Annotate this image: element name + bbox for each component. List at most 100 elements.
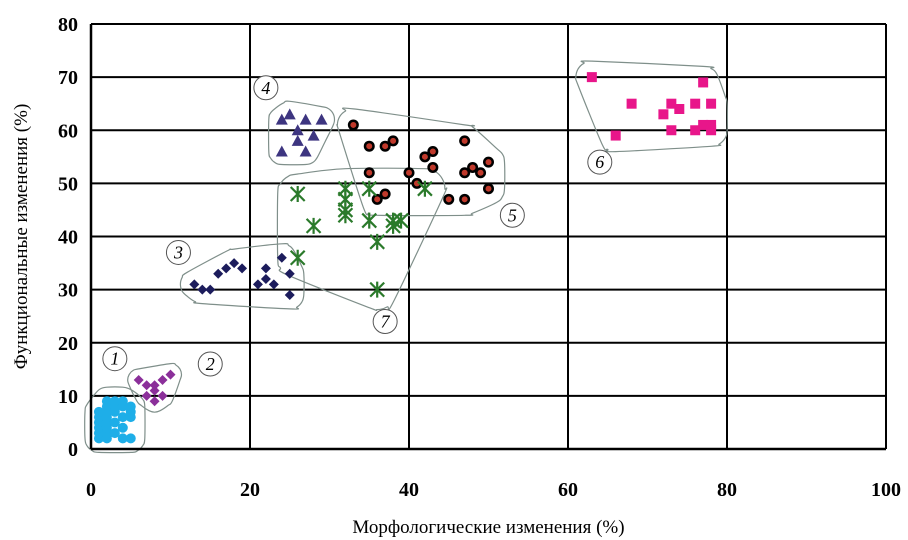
cluster-label-4: 4 xyxy=(253,75,279,101)
point-cluster-5-center xyxy=(366,143,373,150)
point-cluster-7 xyxy=(369,233,385,250)
point-cluster-6 xyxy=(674,104,685,114)
point-cluster-3 xyxy=(189,279,200,290)
cluster-label-circle xyxy=(372,309,398,334)
cluster-outline-2 xyxy=(127,362,183,413)
point-cluster-5-center xyxy=(421,153,428,160)
cluster-label-circle xyxy=(499,202,525,228)
point-cluster-5-center xyxy=(485,159,492,166)
x-tick-label: 40 xyxy=(399,479,419,501)
cluster-label-text: 3 xyxy=(173,242,183,262)
cluster-outline-4 xyxy=(267,100,336,166)
point-cluster-7 xyxy=(361,212,378,229)
point-cluster-3 xyxy=(252,279,263,290)
point-cluster-5-center xyxy=(382,191,389,197)
point-cluster-6 xyxy=(586,72,597,83)
point-cluster-3 xyxy=(268,279,279,290)
point-cluster-6 xyxy=(626,98,637,109)
cluster-label-text: 1 xyxy=(110,349,119,369)
point-cluster-7 xyxy=(393,212,409,229)
point-cluster-3 xyxy=(284,289,295,300)
point-cluster-7 xyxy=(289,249,306,266)
point-cluster-1 xyxy=(117,396,128,407)
point-cluster-3 xyxy=(229,258,240,269)
point-cluster-6 xyxy=(706,98,717,109)
y-tick-label: 10 xyxy=(58,386,78,408)
cluster-label-text: 7 xyxy=(381,312,391,332)
point-cluster-5-center xyxy=(366,169,373,176)
cluster-label-circle xyxy=(253,75,279,101)
point-cluster-6 xyxy=(658,109,669,120)
point-cluster-6 xyxy=(666,98,677,109)
series-cluster-5 xyxy=(347,119,494,205)
point-cluster-5-center xyxy=(469,164,476,171)
point-cluster-5-center xyxy=(477,169,484,176)
x-tick-label: 20 xyxy=(240,479,260,501)
point-cluster-4 xyxy=(299,113,312,125)
y-tick-label: 50 xyxy=(58,173,78,195)
y-tick-label: 70 xyxy=(58,67,78,89)
point-cluster-1 xyxy=(125,401,136,412)
y-tick-label: 0 xyxy=(68,439,78,461)
point-cluster-5-center xyxy=(461,196,468,203)
point-cluster-4 xyxy=(299,145,312,157)
cluster-label-2: 2 xyxy=(197,351,223,377)
point-cluster-3 xyxy=(260,263,271,274)
point-cluster-6 xyxy=(610,130,621,141)
x-tick-label: 0 xyxy=(86,479,96,501)
cluster-label-3: 3 xyxy=(165,239,191,265)
x-tick-label: 80 xyxy=(717,479,737,501)
point-cluster-5-center xyxy=(374,196,381,203)
cluster-label-text: 5 xyxy=(508,205,517,225)
point-cluster-2 xyxy=(165,369,176,380)
point-cluster-3 xyxy=(237,263,248,274)
point-cluster-7 xyxy=(385,217,401,234)
y-tick-label: 20 xyxy=(58,333,78,355)
point-cluster-1 xyxy=(117,412,128,423)
point-cluster-7 xyxy=(417,180,433,197)
series-cluster-3 xyxy=(189,252,295,300)
point-cluster-3 xyxy=(284,268,295,279)
point-cluster-5-center xyxy=(461,169,468,176)
y-axis-title: Функциональные изменения (%) xyxy=(11,104,32,370)
point-cluster-4 xyxy=(283,108,296,120)
series-cluster-4 xyxy=(275,108,328,157)
point-cluster-1 xyxy=(93,406,104,417)
point-cluster-1 xyxy=(117,422,128,433)
x-tick-label: 60 xyxy=(558,479,578,501)
point-cluster-2 xyxy=(157,390,168,401)
point-cluster-4 xyxy=(315,113,328,125)
y-tick-label: 60 xyxy=(58,120,78,142)
point-cluster-2 xyxy=(157,374,168,385)
point-cluster-5-center xyxy=(461,137,468,144)
point-cluster-1 xyxy=(101,396,112,407)
point-cluster-6 xyxy=(698,77,709,88)
point-cluster-5-center xyxy=(406,169,412,176)
point-cluster-3 xyxy=(213,268,224,279)
y-axis-ticks: 0 10 20 30 40 50 60 70 80 xyxy=(58,14,78,461)
cluster-label-5: 5 xyxy=(499,202,525,228)
grid-lines xyxy=(91,23,887,449)
point-cluster-6 xyxy=(698,119,709,130)
point-cluster-2 xyxy=(141,390,152,401)
series-cluster-6 xyxy=(586,72,717,141)
cluster-label-text: 6 xyxy=(595,152,604,172)
cluster-outlines xyxy=(84,60,728,454)
x-axis-title: Морфологические изменения (%) xyxy=(352,517,624,538)
point-cluster-6 xyxy=(690,125,701,136)
point-cluster-3 xyxy=(260,274,271,284)
point-cluster-7 xyxy=(289,186,306,202)
point-cluster-4 xyxy=(307,129,320,141)
cluster-outline-6 xyxy=(574,60,728,153)
cluster-label-circle xyxy=(102,346,128,372)
cluster-label-circle xyxy=(165,239,191,265)
point-cluster-2 xyxy=(149,396,160,407)
point-cluster-7 xyxy=(337,207,354,224)
point-cluster-5-center xyxy=(429,148,436,155)
point-cluster-7 xyxy=(305,217,322,234)
series-cluster-1 xyxy=(93,396,136,444)
point-cluster-2 xyxy=(149,385,160,396)
cluster-label-7: 7 xyxy=(372,309,398,334)
x-axis-ticks: 0 20 40 60 80 100 xyxy=(86,479,901,501)
